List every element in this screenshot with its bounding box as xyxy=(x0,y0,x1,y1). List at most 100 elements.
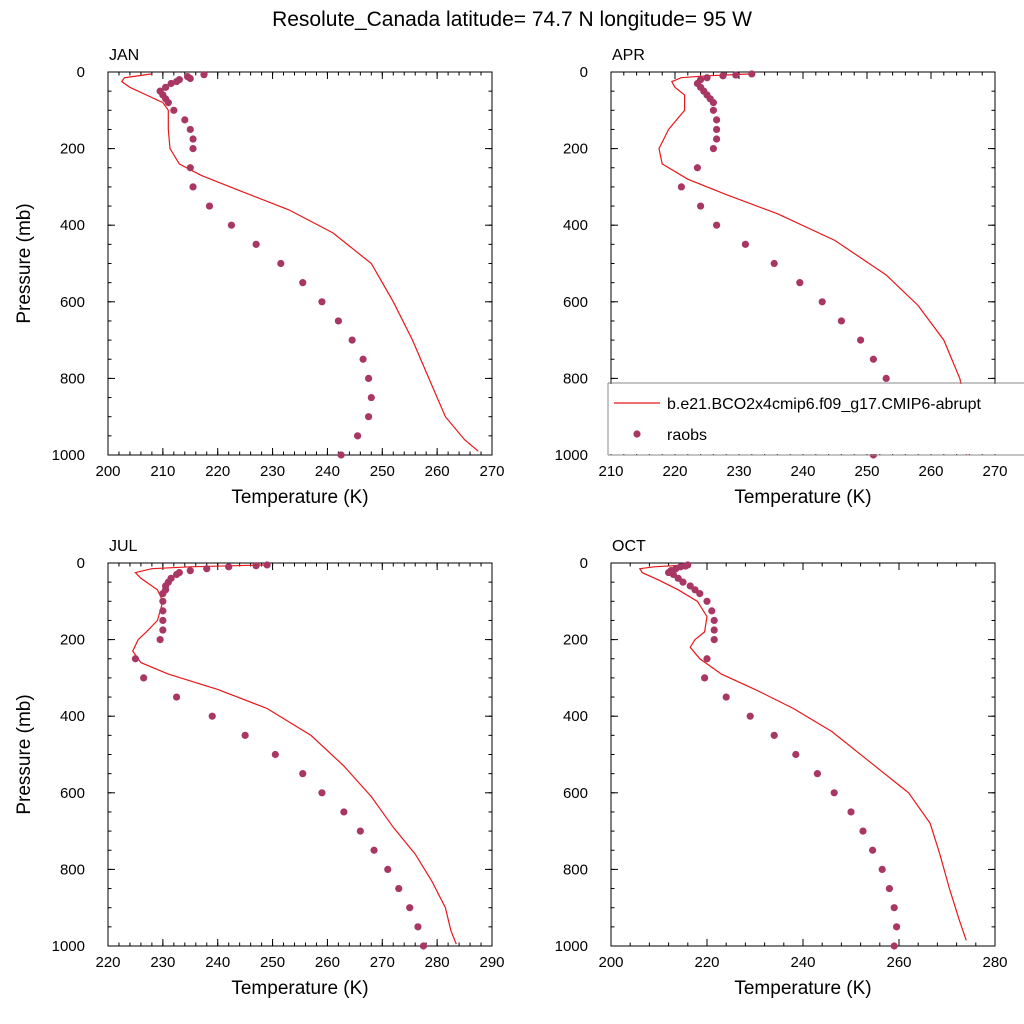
raobs-point xyxy=(703,597,711,605)
x-tick-label: 220 xyxy=(662,463,687,480)
y-tick-label: 0 xyxy=(580,64,588,81)
raobs-point xyxy=(732,71,740,79)
y-tick-label: 1000 xyxy=(52,938,85,955)
raobs-point xyxy=(384,865,392,874)
raobs-point xyxy=(340,808,348,816)
raobs-point xyxy=(200,71,208,79)
raobs-point xyxy=(271,750,279,759)
raobs-point xyxy=(792,750,800,759)
raobs-point xyxy=(703,655,711,663)
raobs-point xyxy=(189,135,197,143)
raobs-point xyxy=(159,616,167,625)
raobs-point xyxy=(367,393,375,402)
x-tick-label: 280 xyxy=(982,954,1007,971)
x-tick-label: 250 xyxy=(260,954,285,971)
raobs-point xyxy=(890,942,898,950)
plot-frame xyxy=(610,562,996,947)
x-tick-label: 220 xyxy=(95,954,120,971)
raobs-point xyxy=(156,636,164,644)
raobs-point xyxy=(172,77,181,86)
raobs-point xyxy=(186,125,194,134)
x-tick-label: 240 xyxy=(205,954,230,971)
raobs-point xyxy=(890,904,898,912)
raobs-point xyxy=(159,626,167,634)
x-tick-label: 270 xyxy=(982,463,1007,480)
raobs-point xyxy=(713,125,721,134)
raobs-point xyxy=(709,145,718,153)
x-axis-label: Temperature (K) xyxy=(231,487,368,508)
raobs-point xyxy=(679,578,687,586)
raobs-point xyxy=(813,770,822,778)
x-tick-label: 270 xyxy=(479,463,504,480)
y-tick-label: 200 xyxy=(60,141,85,158)
raobs-point xyxy=(419,942,428,950)
raobs-point xyxy=(263,561,271,569)
legend-model-label: b.e21.BCO2x4cmip6.f09_g17.CMIP6-abrupt xyxy=(667,396,982,413)
x-tick-label: 280 xyxy=(425,954,450,971)
x-axis-label: Temperature (K) xyxy=(734,978,871,999)
raobs-point xyxy=(370,846,378,854)
y-axis-label: Pressure (mb) xyxy=(14,203,35,323)
y-tick-label: 200 xyxy=(563,632,588,649)
raobs-point xyxy=(869,846,877,854)
raobs-point xyxy=(186,74,194,83)
y-tick-label: 600 xyxy=(60,294,85,311)
model-profile-line xyxy=(132,564,457,945)
raobs-point xyxy=(674,574,682,582)
raobs-point xyxy=(713,221,721,229)
raobs-point xyxy=(796,279,804,287)
raobs-point xyxy=(131,655,140,663)
raobs-point xyxy=(770,731,778,739)
legend: b.e21.BCO2x4cmip6.f09_g17.CMIP6-abruptra… xyxy=(607,382,1024,456)
y-tick-label: 800 xyxy=(60,370,85,387)
panel-jan: 200 210 220 230 240 250 260 270 0 200 400 600 800 100… xyxy=(14,47,505,508)
panel-title: JUL xyxy=(109,538,138,555)
y-tick-label: 0 xyxy=(77,555,85,572)
raobs-point xyxy=(713,135,721,143)
raobs-point xyxy=(693,164,702,172)
raobs-point xyxy=(686,582,694,590)
x-tick-label: 230 xyxy=(726,463,751,480)
raobs-point xyxy=(697,202,705,210)
raobs-point xyxy=(208,712,216,720)
raobs-point xyxy=(189,183,197,191)
x-tick-label: 260 xyxy=(918,463,943,480)
y-tick-label: 400 xyxy=(60,708,85,725)
y-tick-label: 800 xyxy=(563,861,588,878)
raobs-point xyxy=(701,674,709,682)
raobs-point xyxy=(203,565,211,573)
panel-apr: 210 220 230 240 250 260 270 0 200 400 600 800 1000 AP… xyxy=(555,47,1008,508)
model-profile-line xyxy=(120,73,479,452)
raobs-point xyxy=(181,116,189,124)
raobs-point xyxy=(770,259,778,268)
raobs-point xyxy=(719,72,727,80)
x-axis-label: Temperature (K) xyxy=(734,487,871,508)
raobs-point xyxy=(172,570,181,579)
raobs-point xyxy=(710,626,718,634)
raobs-point xyxy=(710,616,718,625)
raobs-point xyxy=(722,693,730,701)
raobs-point xyxy=(241,731,249,739)
raobs-point xyxy=(878,865,886,874)
panel-title: APR xyxy=(612,47,645,64)
y-tick-label: 800 xyxy=(60,861,85,878)
y-tick-label: 600 xyxy=(563,294,588,311)
raobs-point xyxy=(162,83,170,91)
raobs-point xyxy=(359,355,367,363)
legend-obs-swatch xyxy=(633,430,641,438)
figure-title: Resolute_Canada latitude= 74.7 N longitu… xyxy=(272,8,752,31)
raobs-point xyxy=(159,607,167,615)
raobs-point xyxy=(227,221,236,229)
raobs-point xyxy=(677,183,686,191)
raobs-point xyxy=(364,413,373,421)
raobs-point xyxy=(159,590,167,598)
x-tick-label: 240 xyxy=(790,954,815,971)
raobs-point xyxy=(164,99,172,107)
x-tick-label: 200 xyxy=(598,954,623,971)
panel-oct: 200 220 240 260 280 0 200 400 600 800 1000 OCT Tempe… xyxy=(555,538,1008,999)
raobs-point xyxy=(172,693,181,701)
raobs-point xyxy=(748,70,756,78)
x-tick-label: 250 xyxy=(370,463,395,480)
raobs-point xyxy=(818,298,826,306)
